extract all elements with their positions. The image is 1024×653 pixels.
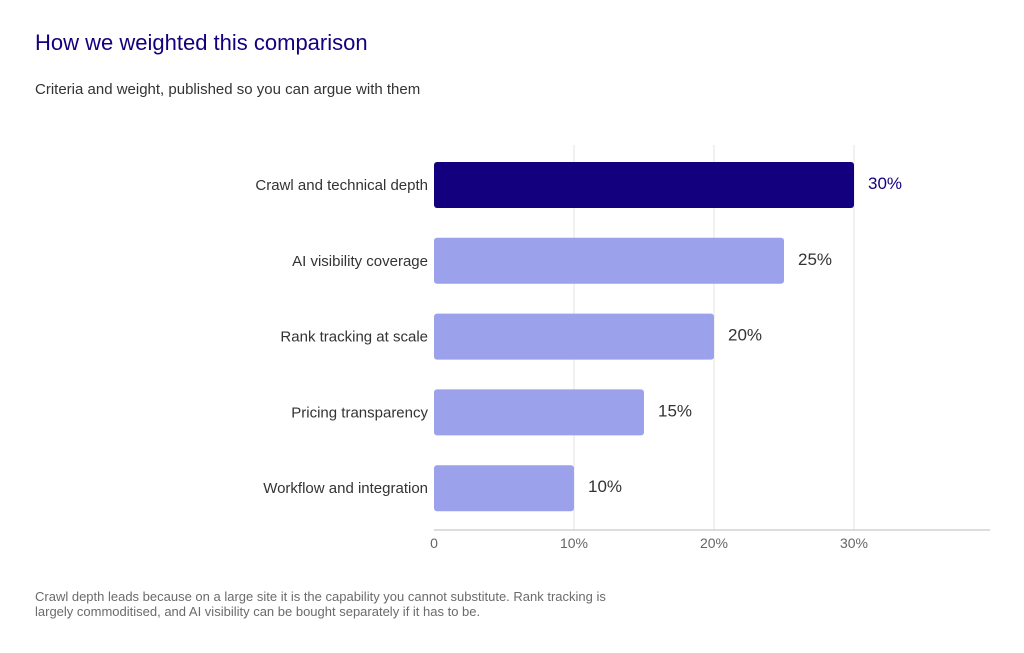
footnote: Crawl depth leads because on a large sit… bbox=[35, 589, 606, 619]
value-label: 20% bbox=[728, 326, 762, 345]
category-label: Rank tracking at scale bbox=[280, 329, 428, 346]
category-label: AI visibility coverage bbox=[292, 253, 428, 270]
value-label: 15% bbox=[658, 401, 692, 420]
chart-subtitle: Criteria and weight, published so you ca… bbox=[35, 81, 421, 98]
value-label: 25% bbox=[798, 250, 832, 269]
category-labels: Crawl and technical depth AI visibility c… bbox=[255, 177, 428, 497]
bar bbox=[434, 237, 784, 284]
bar bbox=[434, 313, 714, 360]
value-labels: 30% 25% 20% 15% 10% bbox=[588, 174, 902, 496]
bar bbox=[434, 389, 644, 436]
category-label: Pricing transparency bbox=[291, 404, 428, 421]
bars bbox=[434, 162, 854, 512]
value-label: 30% bbox=[868, 174, 902, 193]
bar bbox=[434, 465, 574, 512]
x-tick-label: 20% bbox=[700, 535, 728, 551]
x-tick-label: 30% bbox=[840, 535, 868, 551]
category-label: Crawl and technical depth bbox=[255, 177, 428, 194]
x-axis-ticks: 0 10% 20% 30% bbox=[430, 535, 868, 551]
x-tick-label: 10% bbox=[560, 535, 588, 551]
chart-title: How we weighted this comparison bbox=[35, 30, 368, 55]
value-label: 10% bbox=[588, 477, 622, 496]
x-tick-label: 0 bbox=[430, 535, 438, 551]
bar bbox=[434, 162, 854, 208]
category-label: Workflow and integration bbox=[263, 480, 428, 497]
